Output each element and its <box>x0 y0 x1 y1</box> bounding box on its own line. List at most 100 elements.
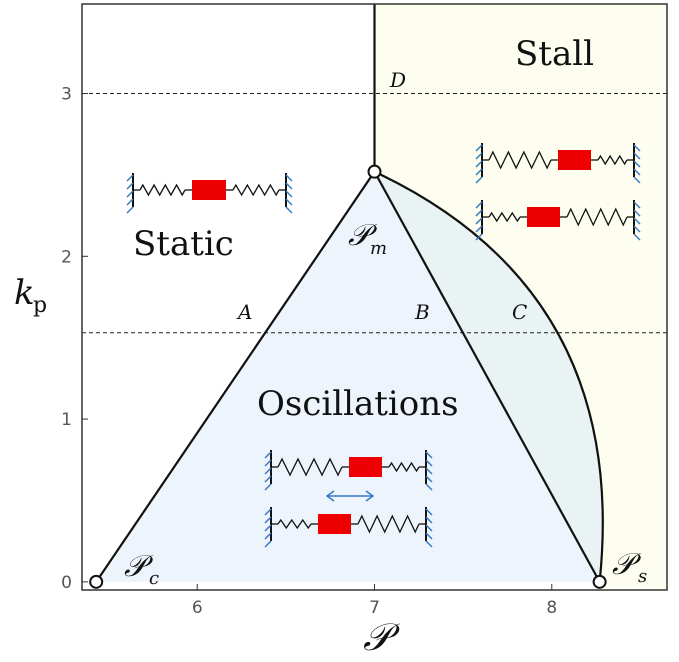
schematic-oscillation-left-right-spring <box>357 514 420 534</box>
schematic-stall-right-left-wall-hatch-4 <box>475 176 483 184</box>
schematic-stall-left <box>475 200 641 241</box>
schematic-static-left-wall-hatch-4 <box>126 206 134 214</box>
schematic-oscillation-left-left-wall-hatch-2 <box>264 524 272 532</box>
y-tick-label-1: 1 <box>61 410 72 430</box>
schematic-stall-left-mass <box>527 207 560 227</box>
y-axis-label: k p <box>14 273 47 318</box>
schematic-static-right-wall-hatch-1 <box>285 182 293 190</box>
schematic-stall-left-left-wall-hatch-1 <box>475 209 483 217</box>
schematic-stall-left-right-wall-hatch-4 <box>633 233 641 241</box>
schematic-static-mass <box>192 180 226 200</box>
left-triangle-boundary <box>95 171 376 583</box>
schematic-oscillation-left-left-wall-hatch-0 <box>264 508 272 516</box>
schematic-stall-left-right-wall-hatch-3 <box>633 225 641 233</box>
y-tick-label-3: 3 <box>61 85 72 105</box>
point-label-pm-sub: m <box>370 238 387 259</box>
schematic-static-left-spring <box>139 183 186 197</box>
oscillation-arrow-right-head <box>365 490 375 502</box>
schematic-oscillation-right-left-wall-hatch-2 <box>264 467 272 475</box>
schematic-stall-right-right-wall-hatch-4 <box>633 176 641 184</box>
schematic-stall-left-right-wall-hatch-0 <box>633 201 641 209</box>
schematic-stall-left-left-wall-hatch-3 <box>475 225 483 233</box>
schematic-static-right-wall-hatch-3 <box>285 198 293 206</box>
schematic-stall-right-left-wall-hatch-2 <box>475 160 483 168</box>
schematic-stall-right-left-spring <box>488 150 552 170</box>
schematic-oscillation-left-mass <box>318 514 351 534</box>
schematic-oscillation-right-right-spring <box>388 461 420 473</box>
oscillation-arrow-icon <box>325 490 375 502</box>
schematic-stall-left-left-wall-hatch-2 <box>475 217 483 225</box>
schematic-oscillation-left-left-wall-hatch-3 <box>264 532 272 540</box>
stall-region-fill <box>374 4 667 590</box>
schematic-oscillation-right-right-wall-hatch-1 <box>425 459 433 467</box>
schematic-stall-right-mass <box>558 150 591 170</box>
schematic-static <box>126 173 293 214</box>
point-label-pc-sub: c <box>149 568 159 589</box>
region-label-stall: Stall <box>515 34 594 74</box>
schematic-stall-left-right-wall-hatch-1 <box>633 209 641 217</box>
boundary-lines <box>82 4 667 589</box>
region-label-oscillations: Oscillations <box>257 384 459 424</box>
x-axis-label: 𝒫 <box>363 615 401 659</box>
schematic-oscillation-left-left-wall-hatch-4 <box>264 540 272 548</box>
axis-ticks: 6 7 8 0 1 2 3 <box>61 85 557 618</box>
point-marker-ps <box>592 574 607 589</box>
schematic-oscillation-left-left-wall-hatch-1 <box>264 516 272 524</box>
schematic-oscillation-left-right-wall-hatch-2 <box>425 524 433 532</box>
x-tick-label-7: 7 <box>369 598 380 618</box>
schematic-stall-right-right-wall-hatch-1 <box>633 152 641 160</box>
y-axis-label-main: k <box>14 273 35 313</box>
point-marker-pm <box>367 164 382 179</box>
schematic-stall-left-right-wall-hatch-2 <box>633 217 641 225</box>
schematic-oscillation-right-right-wall-hatch-3 <box>425 475 433 483</box>
schematic-stall-left-left-spring <box>488 211 521 223</box>
schematic-oscillation-right-right-wall-hatch-2 <box>425 467 433 475</box>
schematic-stall-right-right-wall-hatch-3 <box>633 168 641 176</box>
schematic-stall-right-right-wall-hatch-2 <box>633 160 641 168</box>
schematic-oscillation-left-right-wall-hatch-0 <box>425 508 433 516</box>
schematic-stall-right-left-wall-hatch-3 <box>475 168 483 176</box>
schematic-static-right-wall-hatch-4 <box>285 206 293 214</box>
y-tick-label-0: 0 <box>61 573 72 593</box>
marker-label-a: A <box>236 300 252 324</box>
schematic-stall-left-left-wall-hatch-4 <box>475 233 483 241</box>
marker-label-b: B <box>414 300 430 324</box>
point-label-ps-sub: s <box>638 566 647 587</box>
x-tick-label-6: 6 <box>192 598 203 618</box>
schematic-stall-right-right-wall-hatch-0 <box>633 144 641 152</box>
schematic-oscillation-right-left-spring <box>277 457 343 477</box>
schematic-static-left-wall-hatch-0 <box>126 174 134 182</box>
schematic-stall-left-right-spring <box>566 207 628 227</box>
point-marker-pc <box>89 574 104 589</box>
schematic-oscillation-right-left-wall-hatch-0 <box>264 451 272 459</box>
right-triangle-boundary <box>373 171 601 583</box>
schematic-oscillation-left-left-spring <box>277 518 312 530</box>
spring-mass-schematics <box>126 143 641 548</box>
schematic-oscillation-left-right-wall-hatch-1 <box>425 516 433 524</box>
schematic-oscillation-right <box>264 450 433 491</box>
schematic-stall-left-left-wall-hatch-0 <box>475 201 483 209</box>
y-tick-label-2: 2 <box>61 247 72 267</box>
schematic-oscillation-left-right-wall-hatch-4 <box>425 540 433 548</box>
oscillations-region-fill <box>96 171 600 582</box>
schematic-oscillation-right-mass <box>349 457 382 477</box>
schematic-oscillation-left-right-wall-hatch-3 <box>425 532 433 540</box>
schematic-oscillation-right-right-wall-hatch-0 <box>425 451 433 459</box>
schematic-static-left-wall-hatch-2 <box>126 190 134 198</box>
schematic-stall-right-left-wall-hatch-1 <box>475 152 483 160</box>
schematic-static-left-wall-hatch-3 <box>126 198 134 206</box>
schematic-oscillation-right-left-wall-hatch-4 <box>264 483 272 491</box>
marker-label-d: D <box>389 68 406 92</box>
curved-boundary <box>374 170 604 582</box>
schematic-oscillation-right-right-wall-hatch-4 <box>425 483 433 491</box>
schematic-stall-right-right-spring <box>597 154 628 166</box>
marker-label-c: C <box>512 300 527 324</box>
schematic-static-left-wall-hatch-1 <box>126 182 134 190</box>
schematic-stall-right-left-wall-hatch-0 <box>475 144 483 152</box>
region-fills <box>96 4 667 590</box>
schematic-static-right-wall-hatch-0 <box>285 174 293 182</box>
oscillation-arrow-left-head <box>325 490 335 502</box>
schematic-static-right-spring <box>232 183 280 197</box>
schematic-oscillation-left <box>264 507 433 548</box>
